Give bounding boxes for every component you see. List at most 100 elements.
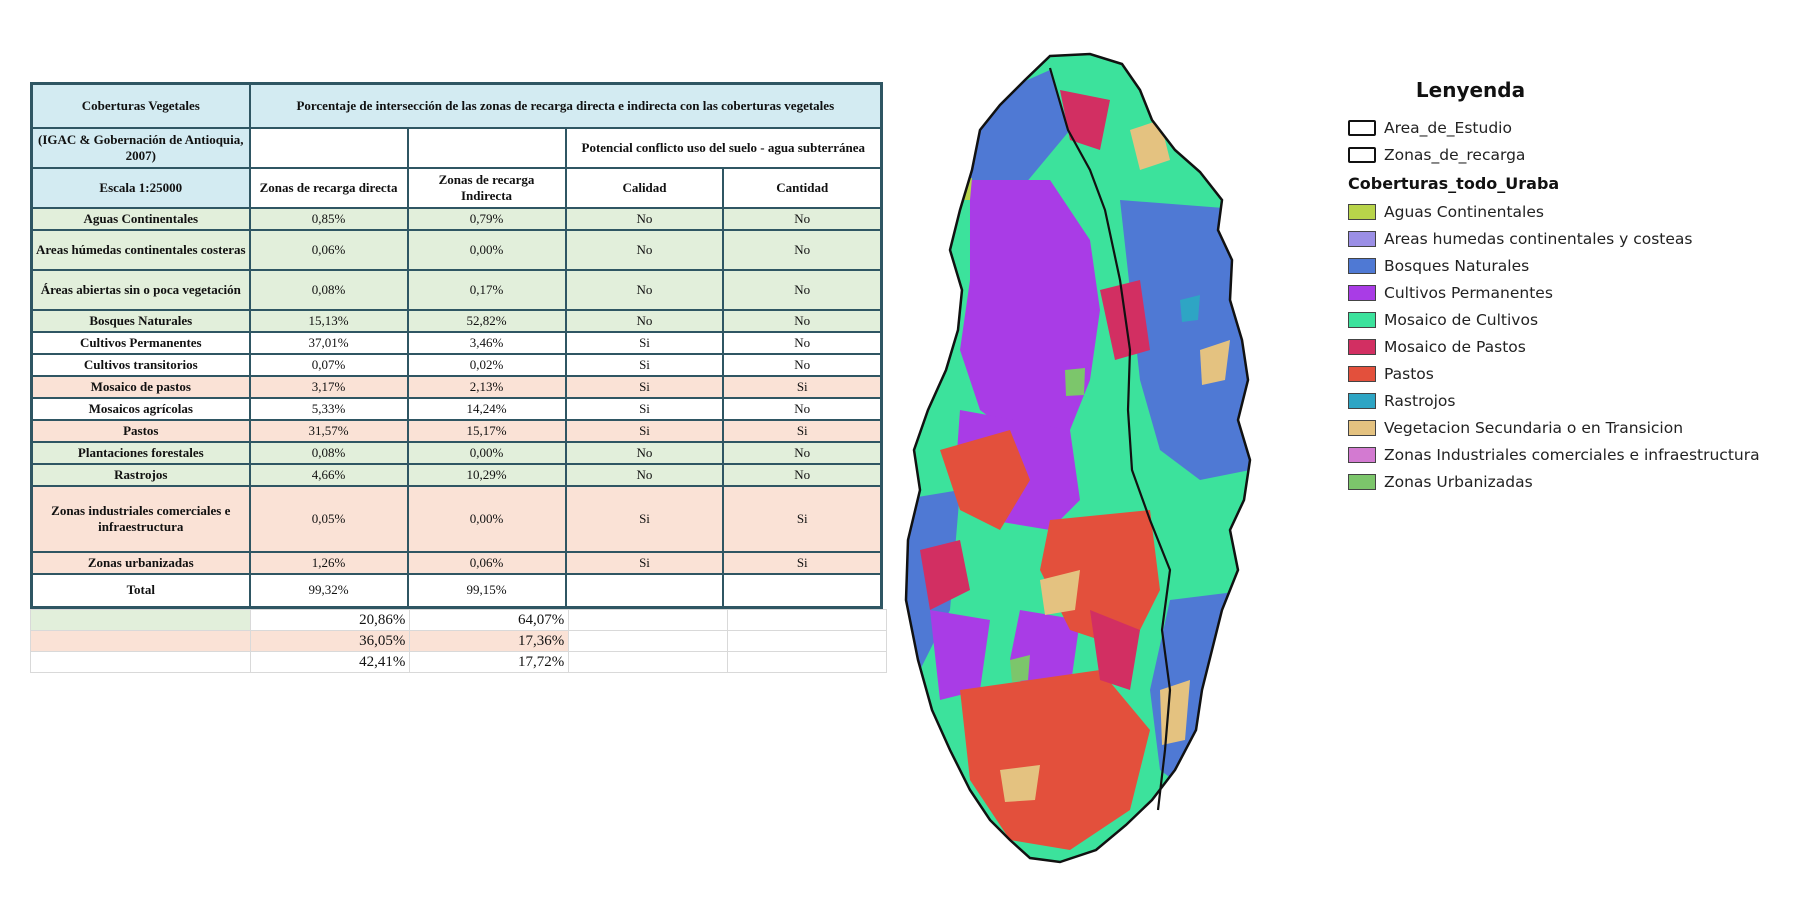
legend-item-label: Mosaico de Cultivos bbox=[1384, 310, 1539, 329]
table-row: Aguas Continentales 0,85% 0,79% No No bbox=[30, 206, 883, 231]
legend-item: Pastos bbox=[1348, 360, 1788, 387]
map-zonas-urbanizadas-2 bbox=[1010, 655, 1030, 682]
map-vegetacion-5 bbox=[1000, 765, 1040, 802]
uraba-coverage-map bbox=[904, 52, 1252, 864]
row-calidad: No bbox=[564, 440, 725, 465]
legend-layer-zonas: Zonas_de_recarga bbox=[1348, 141, 1788, 168]
total-empty-2 bbox=[722, 572, 883, 609]
row-indirecta: 0,17% bbox=[406, 268, 567, 311]
legend-item-label: Bosques Naturales bbox=[1384, 256, 1530, 275]
row-name: Rastrojos bbox=[30, 462, 251, 487]
map-cultivos-permanentes-north bbox=[960, 180, 1100, 440]
total-indirecta: 99,15% bbox=[406, 572, 567, 609]
row-name: Aguas Continentales bbox=[30, 206, 251, 231]
map-bosques-east bbox=[1120, 200, 1250, 480]
legend-color-swatch bbox=[1348, 419, 1376, 436]
table-row: Áreas abiertas sin o poca vegetación 0,08… bbox=[30, 268, 883, 311]
legend-item: Mosaico de Cultivos bbox=[1348, 306, 1788, 333]
row-cantidad: No bbox=[722, 352, 883, 377]
summary-directa: 20,86% bbox=[250, 609, 411, 631]
summary-body: 20,86% 64,07% 36,05% 17,36% 42,41% 17,72% bbox=[29, 609, 887, 673]
row-directa: 4,66% bbox=[248, 462, 409, 487]
total-directa: 99,32% bbox=[248, 572, 409, 609]
legend-item: Rastrojos bbox=[1348, 387, 1788, 414]
row-directa: 15,13% bbox=[248, 308, 409, 333]
summary-directa: 42,41% bbox=[250, 651, 411, 673]
row-cantidad: No bbox=[722, 308, 883, 333]
map-vegetacion-4 bbox=[1200, 340, 1230, 385]
legend-item-label: Cultivos Permanentes bbox=[1384, 283, 1553, 302]
legend-item: Areas humedas continentales y costeas bbox=[1348, 225, 1788, 252]
coverage-table-container: Coberturas Vegetales Porcentaje de inter… bbox=[29, 82, 887, 673]
row-indirecta: 0,06% bbox=[406, 550, 567, 575]
summary-indirecta: 64,07% bbox=[409, 609, 570, 631]
table-row: Cultivos transitorios 0,07% 0,02% Si No bbox=[30, 352, 883, 377]
header-scale: Escala 1:25000 bbox=[30, 166, 251, 209]
summary-row: 36,05% 17,36% bbox=[29, 630, 887, 652]
legend-color-swatch bbox=[1348, 365, 1376, 382]
legend-color-swatch bbox=[1348, 257, 1376, 274]
table-header-row-1: Coberturas Vegetales Porcentaje de inter… bbox=[30, 82, 883, 129]
legend-color-swatch bbox=[1348, 338, 1376, 355]
legend-item: Cultivos Permanentes bbox=[1348, 279, 1788, 306]
row-directa: 0,07% bbox=[248, 352, 409, 377]
summary-row: 20,86% 64,07% bbox=[29, 609, 887, 631]
legend-outline-swatch bbox=[1348, 119, 1376, 136]
row-indirecta: 3,46% bbox=[406, 330, 567, 355]
legend-layer-label: Area_de_Estudio bbox=[1384, 118, 1512, 137]
legend-item: Mosaico de Pastos bbox=[1348, 333, 1788, 360]
legend-item-label: Aguas Continentales bbox=[1384, 202, 1544, 221]
row-cantidad: Si bbox=[722, 418, 883, 443]
table-row: Zonas urbanizadas 1,26% 0,06% Si Si bbox=[30, 550, 883, 575]
legend-color-swatch bbox=[1348, 311, 1376, 328]
legend-color-swatch bbox=[1348, 446, 1376, 463]
header-empty-1 bbox=[248, 126, 409, 169]
legend-color-swatch bbox=[1348, 203, 1376, 220]
row-cantidad: No bbox=[722, 440, 883, 465]
header-cantidad: Cantidad bbox=[722, 166, 883, 209]
row-directa: 1,26% bbox=[248, 550, 409, 575]
table-total-row: Total 99,32% 99,15% bbox=[30, 572, 883, 609]
total-empty-1 bbox=[564, 572, 725, 609]
summary-row: 42,41% 17,72% bbox=[29, 651, 887, 673]
map-legend: Lenyenda Area_de_Estudio Zonas_de_recarg… bbox=[1348, 78, 1788, 495]
legend-item: Bosques Naturales bbox=[1348, 252, 1788, 279]
table-row: Cultivos Permanentes 37,01% 3,46% Si No bbox=[30, 330, 883, 355]
legend-items: Aguas Continentales Areas humedas contine… bbox=[1348, 198, 1788, 495]
row-cantidad: No bbox=[722, 228, 883, 271]
row-cantidad: No bbox=[722, 396, 883, 421]
legend-color-swatch bbox=[1348, 230, 1376, 247]
row-indirecta: 2,13% bbox=[406, 374, 567, 399]
row-indirecta: 0,02% bbox=[406, 352, 567, 377]
row-calidad: Si bbox=[564, 396, 725, 421]
row-indirecta: 15,17% bbox=[406, 418, 567, 443]
legend-item: Aguas Continentales bbox=[1348, 198, 1788, 225]
map-zonas-urbanizadas-1 bbox=[1065, 368, 1085, 396]
row-directa: 0,05% bbox=[248, 484, 409, 553]
map-mosaico-pastos-west bbox=[920, 540, 970, 610]
row-indirecta: 0,00% bbox=[406, 484, 567, 553]
table-row: Mosaico de pastos 3,17% 2,13% Si Si bbox=[30, 374, 883, 399]
summary-table: 20,86% 64,07% 36,05% 17,36% 42,41% 17,72% bbox=[29, 609, 887, 673]
row-calidad: No bbox=[564, 268, 725, 311]
row-cantidad: No bbox=[722, 206, 883, 231]
map-vegetacion-2 bbox=[1040, 570, 1080, 615]
header-coberturas: Coberturas Vegetales bbox=[30, 82, 251, 129]
map-recharge-zone-boundary bbox=[1048, 67, 1172, 811]
row-name: Mosaicos agrícolas bbox=[30, 396, 251, 421]
row-cantidad: Si bbox=[722, 550, 883, 575]
row-directa: 0,85% bbox=[248, 206, 409, 231]
table-header-row-2: (IGAC & Gobernación de Antioquia, 2007) … bbox=[30, 126, 883, 169]
summary-directa: 36,05% bbox=[250, 630, 411, 652]
table-row: Zonas industriales comerciales e infraes… bbox=[30, 484, 883, 553]
table-row: Rastrojos 4,66% 10,29% No No bbox=[30, 462, 883, 487]
map-mosaico-pastos-north bbox=[1060, 90, 1110, 150]
header-source: (IGAC & Gobernación de Antioquia, 2007) bbox=[30, 126, 251, 169]
row-directa: 31,57% bbox=[248, 418, 409, 443]
legend-item-label: Mosaico de Pastos bbox=[1384, 337, 1526, 356]
map-coverage-layer bbox=[906, 54, 1250, 862]
legend-group-title: Coberturas_todo_Uraba bbox=[1348, 174, 1560, 193]
row-name: Cultivos transitorios bbox=[30, 352, 251, 377]
row-calidad: Si bbox=[564, 330, 725, 355]
header-empty-2 bbox=[406, 126, 567, 169]
